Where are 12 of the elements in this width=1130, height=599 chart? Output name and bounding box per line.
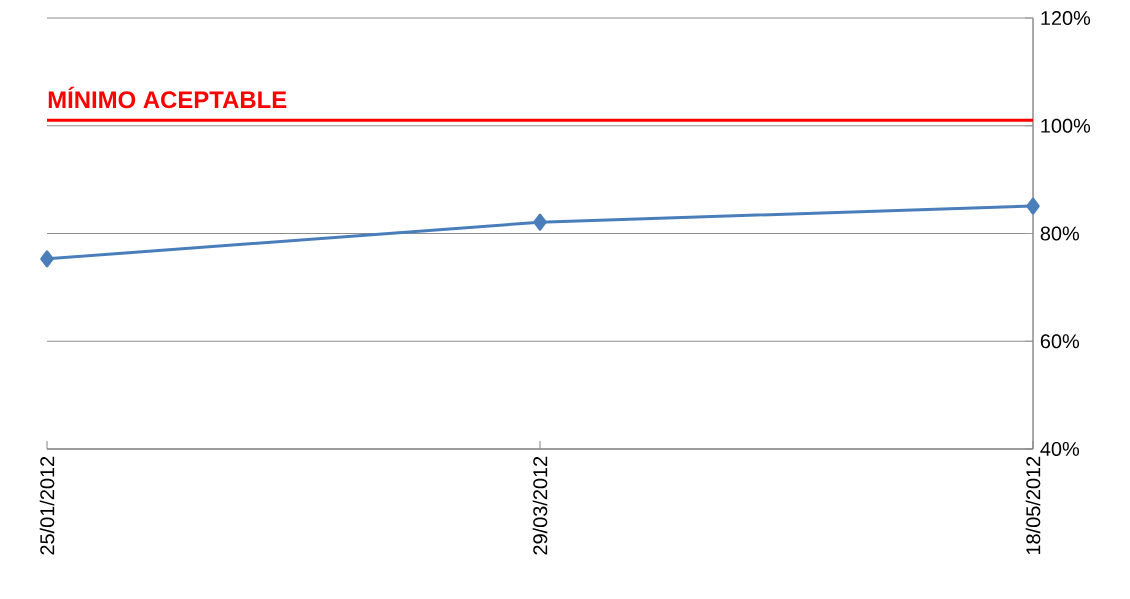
- x-tick-label: 29/03/2012: [532, 456, 548, 555]
- y-tick-label: 60%: [1040, 334, 1080, 349]
- point: [1026, 197, 1040, 215]
- point: [40, 250, 54, 268]
- y-tick-label: 120%: [1041, 10, 1091, 26]
- y-tick-label: 40%: [1040, 441, 1080, 457]
- y-tick-label: 100%: [1041, 118, 1091, 133]
- point: [533, 213, 547, 231]
- y-tick-label: 80%: [1040, 226, 1080, 241]
- x-tick-label: 18/05/2012: [1025, 456, 1041, 555]
- x-tick-label: 25/01/2012: [39, 456, 55, 555]
- ref-line-label: MÍNIMO ACEPTABLE: [48, 86, 287, 109]
